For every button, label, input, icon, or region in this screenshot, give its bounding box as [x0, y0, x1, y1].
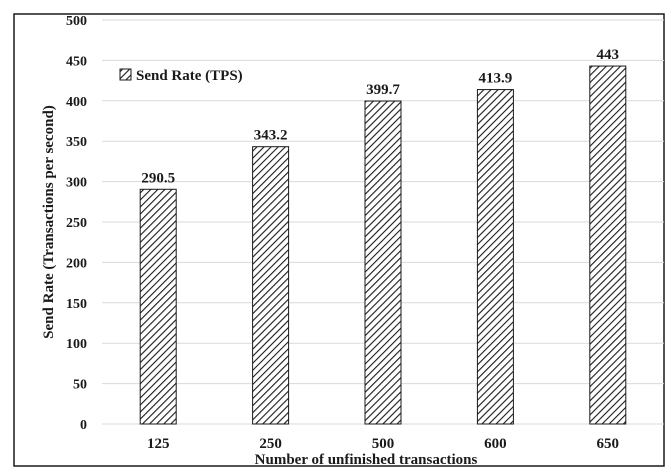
y-tick-label: 300: [66, 176, 87, 191]
x-tick-label: 250: [259, 436, 282, 452]
y-tick-label: 50: [73, 378, 87, 393]
data-label: 399.7: [366, 82, 400, 98]
legend: Send Rate (TPS): [119, 68, 243, 84]
data-labels: 290.5 343.2 399.7 413.9 443: [141, 47, 619, 186]
bars: [139, 65, 627, 425]
bar-250: [252, 146, 290, 425]
bar-600: [476, 89, 514, 425]
y-tick-label: 200: [66, 256, 87, 271]
data-label: 413.9: [479, 71, 513, 87]
y-tick-label: 0: [80, 418, 87, 433]
y-tick-label: 500: [66, 14, 87, 29]
bar-650: [589, 65, 627, 425]
x-axis-ticks: 125 250 500 600 650: [147, 436, 619, 452]
bar-125: [139, 188, 177, 425]
legend-swatch: [119, 68, 132, 81]
data-label: 443: [597, 47, 620, 63]
y-axis-label: Send Rate (Transactions per second): [41, 105, 57, 339]
y-tick-label: 150: [66, 297, 87, 312]
bar-500: [364, 100, 402, 425]
y-axis-ticks: 0 50 100 150 200 250 300 350 400 450 500: [66, 14, 87, 433]
y-tick-label: 250: [66, 216, 87, 231]
y-tick-label: 350: [66, 135, 87, 150]
y-tick-label: 100: [66, 337, 87, 352]
x-tick-label: 600: [484, 436, 507, 452]
x-axis-label: Number of unfinished transactions: [255, 452, 478, 467]
x-tick-label: 125: [147, 436, 170, 452]
y-tick-label: 450: [66, 54, 87, 69]
x-tick-label: 500: [372, 436, 395, 452]
data-label: 343.2: [254, 128, 288, 144]
y-tick-label: 400: [66, 95, 87, 110]
chart-border: [13, 13, 665, 467]
legend-label: Send Rate (TPS): [136, 68, 243, 84]
x-tick-label: 650: [597, 436, 620, 452]
data-label: 290.5: [141, 170, 175, 186]
